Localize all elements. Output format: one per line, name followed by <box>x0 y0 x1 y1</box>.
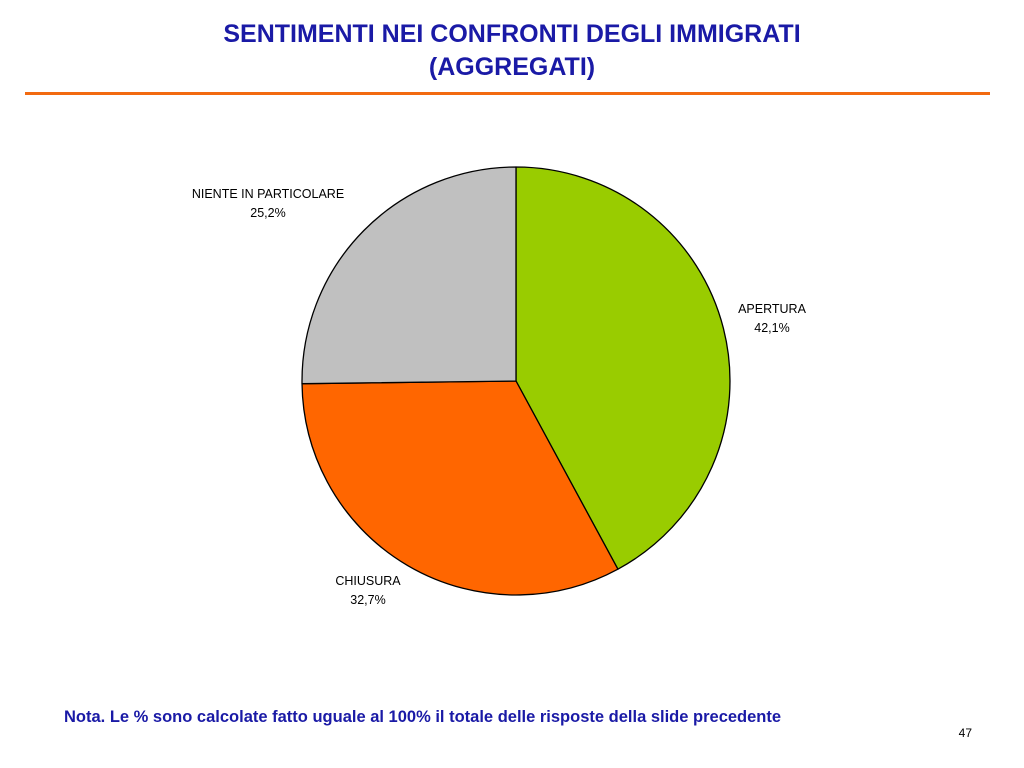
slice-value-chiusura: 32,7% <box>350 593 385 607</box>
footnote: Nota. Le % sono calcolate fatto uguale a… <box>64 708 782 726</box>
slice-label-chiusura: CHIUSURA <box>335 574 401 588</box>
pie-slice-apertura <box>515 166 731 570</box>
title-line-1: SENTIMENTI NEI CONFRONTI DEGLI IMMIGRATI <box>223 20 801 48</box>
pie-slice-niente-in-particolare <box>301 166 517 385</box>
title-line-2: (AGGREGATI) <box>428 53 596 81</box>
slice-value-apertura: 42,1% <box>754 321 789 335</box>
pie-slice-chiusura <box>301 380 619 596</box>
page-number: 47 <box>958 726 972 740</box>
slide-title: SENTIMENTI NEI CONFRONTI DEGLI IMMIGRATI… <box>0 18 1024 84</box>
title-divider <box>25 92 990 95</box>
slice-label-apertura: APERTURA <box>738 302 807 316</box>
slice-label-niente-in-particolare: NIENTE IN PARTICOLARE <box>192 187 344 201</box>
slice-value-niente-in-particolare: 25,2% <box>250 206 285 220</box>
